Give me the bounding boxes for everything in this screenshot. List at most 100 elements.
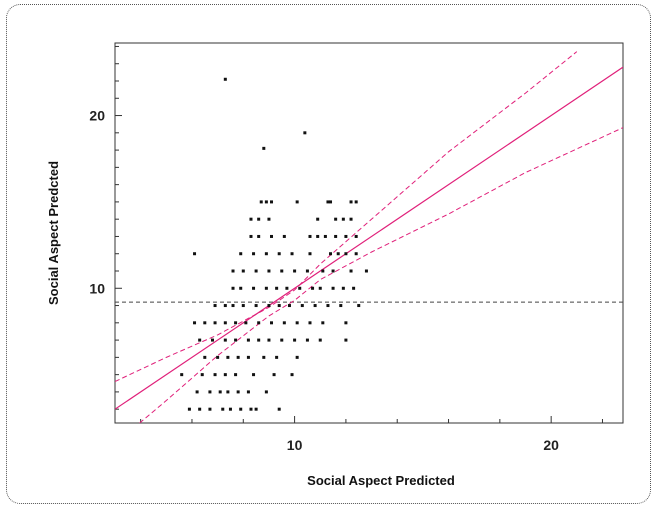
data-point <box>264 252 268 256</box>
data-point <box>264 286 268 290</box>
data-point <box>254 407 258 411</box>
data-point <box>203 321 207 325</box>
data-point <box>246 390 250 394</box>
data-point <box>270 234 274 238</box>
data-point <box>257 217 261 221</box>
data-point <box>262 146 266 150</box>
data-point <box>305 269 309 273</box>
data-point <box>267 338 271 342</box>
data-point <box>221 407 225 411</box>
data-point <box>226 390 230 394</box>
data-point <box>334 217 338 221</box>
data-point <box>213 321 217 325</box>
data-point <box>231 286 235 290</box>
data-point <box>249 234 253 238</box>
data-point <box>180 373 184 377</box>
y-tick-label: 20 <box>89 108 105 124</box>
data-point <box>290 373 294 377</box>
data-point <box>264 390 268 394</box>
data-point <box>300 304 304 308</box>
data-point <box>270 200 274 204</box>
data-point <box>316 234 320 238</box>
data-point <box>254 269 258 273</box>
plot-area <box>114 42 624 424</box>
data-point <box>239 252 243 256</box>
data-point <box>234 373 238 377</box>
data-point <box>313 304 317 308</box>
data-point <box>231 269 235 273</box>
data-point <box>218 390 222 394</box>
data-point <box>280 338 284 342</box>
data-point <box>321 321 325 325</box>
data-point <box>305 338 309 342</box>
data-point <box>341 217 345 221</box>
data-point <box>223 373 227 377</box>
data-point <box>293 338 297 342</box>
data-point <box>295 321 299 325</box>
data-point <box>193 252 197 256</box>
data-point <box>344 252 348 256</box>
data-point <box>295 200 299 204</box>
data-point <box>329 252 333 256</box>
data-point <box>275 286 279 290</box>
data-point <box>308 234 312 238</box>
data-point <box>195 390 199 394</box>
data-point <box>331 286 335 290</box>
data-point <box>257 234 261 238</box>
data-point <box>364 269 368 273</box>
data-point <box>339 304 343 308</box>
data-point <box>234 321 238 325</box>
data-point <box>277 252 281 256</box>
data-point <box>239 286 243 290</box>
data-point <box>293 269 297 273</box>
data-point <box>200 373 204 377</box>
data-point <box>270 321 274 325</box>
data-point <box>344 321 348 325</box>
data-point <box>318 338 322 342</box>
data-point <box>231 304 235 308</box>
data-point <box>216 355 220 359</box>
data-point <box>352 286 356 290</box>
data-point <box>249 217 253 221</box>
data-point <box>354 234 358 238</box>
data-point <box>267 217 271 221</box>
data-point <box>193 321 197 325</box>
data-point <box>357 304 361 308</box>
data-point <box>236 355 240 359</box>
y-tick-label: 10 <box>89 280 105 296</box>
data-point <box>267 304 271 308</box>
data-point <box>244 321 248 325</box>
data-point <box>354 200 358 204</box>
data-point <box>282 321 286 325</box>
data-point <box>326 304 330 308</box>
data-point <box>241 304 245 308</box>
data-point <box>239 407 243 411</box>
data-point <box>282 234 286 238</box>
data-point <box>298 286 302 290</box>
data-point <box>295 355 299 359</box>
data-point <box>272 373 276 377</box>
data-point <box>252 252 256 256</box>
data-point <box>213 304 217 308</box>
y-axis-title: Social Aspect Predcted <box>46 161 61 305</box>
data-point <box>308 321 312 325</box>
data-point <box>303 131 307 135</box>
data-point <box>208 390 212 394</box>
regression-fit-line <box>115 66 623 410</box>
data-point <box>349 200 353 204</box>
data-point <box>277 304 281 308</box>
data-point <box>246 338 250 342</box>
data-point <box>341 286 345 290</box>
data-point <box>254 304 258 308</box>
data-point <box>277 407 281 411</box>
data-point <box>344 338 348 342</box>
x-tick-label: 20 <box>543 437 559 453</box>
data-point <box>259 200 263 204</box>
data-point <box>198 338 202 342</box>
data-point <box>210 338 214 342</box>
confidence-band-upper <box>115 51 578 382</box>
data-point <box>349 269 353 273</box>
data-point <box>318 286 322 290</box>
data-point <box>223 304 227 308</box>
